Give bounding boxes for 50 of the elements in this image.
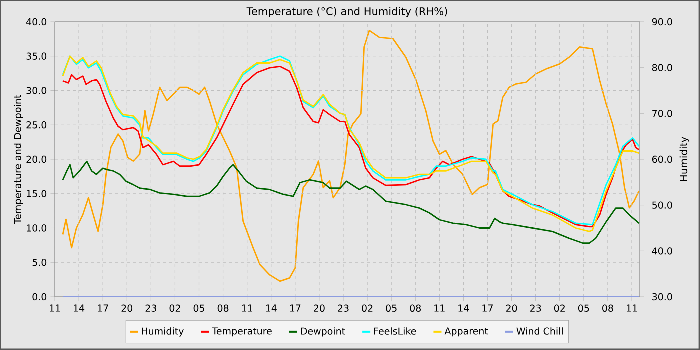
legend-label: Apparent [444,328,488,337]
x-tick-label: 08 [218,304,229,312]
x-tick-label: 11 [627,304,638,312]
y2-tick-label: 70.0 [652,110,672,118]
x-tick-label: 23 [338,304,349,312]
y-tick-label: 35.0 [26,52,47,60]
y2-tick-label: 30.0 [652,293,672,301]
legend-label: Wind Chill [516,328,563,335]
y2-tick-label: 50.0 [652,202,672,209]
x-tick-label: 14 [74,304,85,312]
legend-label: Dewpoint [301,328,346,337]
legend-label: Humidity [142,328,184,337]
legend-label: Temperature [212,328,272,337]
x-tick-label: 08 [602,304,614,312]
y-tick-label: 10.0 [27,224,47,232]
x-tick-label: 02 [170,304,180,312]
y-tick-label: 15.0 [27,190,47,198]
x-tick-label: 17 [98,304,108,312]
y-axis-title: Temperature and Dewpoint [14,95,24,224]
legend-label: FeelsLike [374,328,416,335]
x-tick-label: 17 [482,304,493,312]
x-tick-label: 14 [266,304,277,312]
x-tick-label: 11 [50,304,60,312]
x-tick-label: 23 [146,304,156,312]
y2-tick-label: 80.0 [652,64,672,72]
x-tick-label: 17 [290,304,301,312]
x-tick-label: 11 [242,304,253,312]
y2-tick-label: 40.0 [652,248,672,255]
x-tick-label: 11 [434,304,445,312]
y-tick-label: 30.0 [26,87,47,94]
chart-title: Temperature (°C) and Humidity (RH%) [246,7,448,18]
y-tick-label: 0.0 [32,293,47,301]
y2-axis-title: Humidity [680,137,690,182]
y2-tick-label: 60.0 [652,156,672,164]
y-tick-label: 20.0 [26,156,47,164]
x-tick-label: 05 [386,304,397,312]
x-tick-label: 20 [314,304,325,312]
y2-tick-label: 90.0 [652,18,672,26]
x-tick-label: 23 [530,304,542,312]
x-tick-label: 20 [122,304,133,312]
y-tick-label: 40.0 [26,18,47,26]
x-tick-label: 05 [578,304,590,312]
x-tick-label: 02 [554,304,565,312]
x-tick-label: 20 [506,304,518,312]
x-tick-label: 05 [194,304,204,312]
y-tick-label: 25.0 [26,122,47,129]
y-tick-label: 5.0 [32,259,47,266]
x-tick-label: 02 [362,304,373,312]
x-tick-label: 08 [410,304,422,312]
x-tick-label: 14 [458,304,470,312]
